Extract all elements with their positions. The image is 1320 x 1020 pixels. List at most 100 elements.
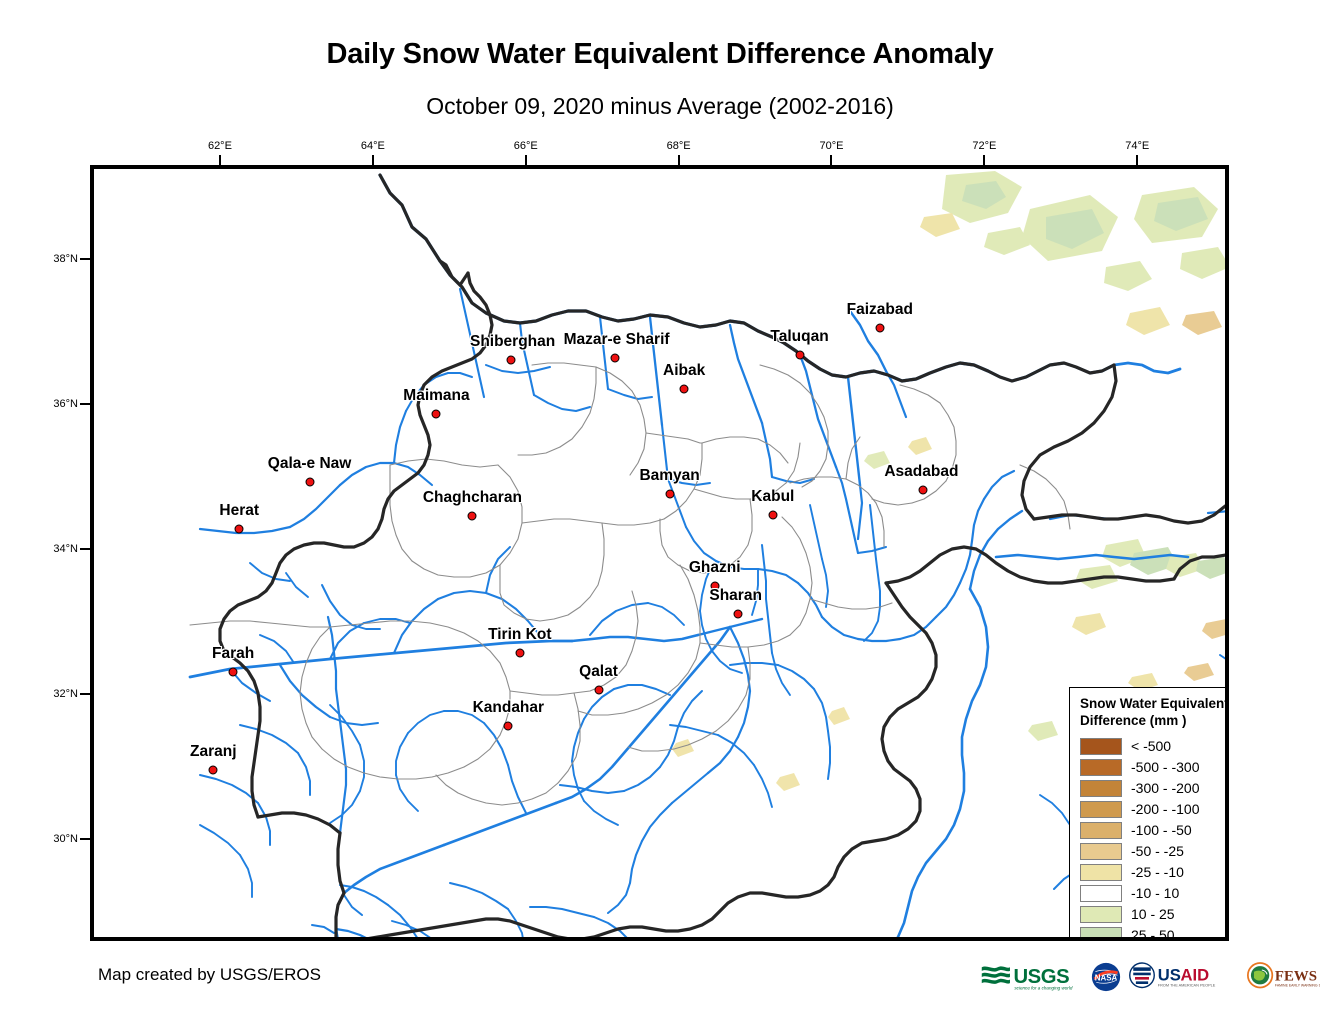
city-label: Tirin Kot — [488, 626, 552, 644]
legend-color-swatch — [1080, 821, 1122, 839]
city-marker[interactable] — [594, 685, 604, 695]
longitude-tick-mark — [1136, 155, 1139, 165]
city-label: Asadabad — [884, 463, 959, 481]
latitude-tick-label: 36°N — [53, 398, 78, 411]
city-label: Faizabad — [846, 300, 913, 318]
latitude-tick-mark — [80, 548, 90, 551]
latitude-tick-mark — [80, 403, 90, 406]
legend-class-list: < -500 -500 - -300 -300 - -200 -200 - -100 -… — [1080, 736, 1225, 941]
agency-logos: USGS science for a changing world NASA U… — [980, 960, 1320, 994]
longitude-tick-label: 72°E — [972, 140, 997, 152]
city-label: Sharan — [709, 586, 762, 604]
legend-color-swatch — [1080, 842, 1122, 860]
city-label: Maimana — [403, 387, 470, 405]
legend-class-row[interactable]: -300 - -200 — [1080, 778, 1225, 799]
legend-class-row[interactable]: -50 - -25 — [1080, 841, 1225, 862]
city-label: Qalat — [579, 663, 618, 681]
city-marker[interactable] — [768, 510, 778, 520]
nasa-logo: NASA — [1091, 962, 1121, 992]
city-marker[interactable] — [305, 477, 315, 487]
legend-class-row[interactable]: 25 - 50 — [1080, 925, 1225, 941]
fewsnet-logo: FEWS N FAMINE EARLY WARNING SYSTEMS NETW… — [1247, 962, 1320, 989]
map-legend[interactable]: Snow Water Equivalent Difference (mm ) <… — [1069, 687, 1229, 941]
page-title: Daily Snow Water Equivalent Difference A… — [326, 38, 994, 70]
city-marker[interactable] — [679, 384, 689, 394]
legend-class-row[interactable]: -10 - 10 — [1080, 883, 1225, 904]
svg-text:science for a changing world: science for a changing world — [1014, 985, 1072, 990]
latitude-tick-label: 32°N — [53, 688, 78, 701]
svg-text:FEWS N: FEWS N — [1275, 968, 1320, 984]
legend-color-swatch — [1080, 758, 1122, 776]
city-marker[interactable] — [515, 648, 525, 658]
city-marker[interactable] — [431, 409, 441, 419]
national-borders-layer — [218, 173, 1225, 937]
city-label: Kandahar — [472, 698, 545, 716]
latitude-tick-label: 34°N — [53, 543, 78, 556]
city-label: Kabul — [751, 487, 795, 505]
longitude-tick-mark — [983, 155, 986, 165]
svg-text:NASA: NASA — [1095, 974, 1118, 983]
city-marker[interactable] — [875, 323, 885, 333]
legend-class-label: < -500 — [1131, 738, 1172, 755]
legend-class-row[interactable]: -200 - -100 — [1080, 799, 1225, 820]
legend-class-label: -100 - -50 — [1131, 822, 1192, 839]
latitude-tick-label: 30°N — [53, 833, 78, 846]
city-label: Mazar-e Sharif — [563, 330, 670, 348]
city-marker[interactable] — [234, 524, 244, 534]
city-label: Taluqan — [770, 328, 829, 346]
longitude-tick-mark — [524, 155, 527, 165]
longitude-tick-label: 62°E — [207, 140, 232, 152]
usaid-logo: US AID FROM THE AMERICAN PEOPLE — [1129, 962, 1216, 989]
city-label: Shiberghan — [469, 332, 556, 350]
longitude-tick-mark — [677, 155, 680, 165]
city-label: Qala-e Naw — [267, 454, 352, 472]
city-marker[interactable] — [710, 581, 720, 591]
city-marker[interactable] — [610, 353, 620, 363]
city-marker[interactable] — [795, 350, 805, 360]
latitude-tick-mark — [80, 258, 90, 261]
legend-color-swatch — [1080, 863, 1122, 881]
city-marker[interactable] — [506, 355, 516, 365]
svg-text:USGS: USGS — [1013, 966, 1069, 988]
legend-class-label: -500 - -300 — [1131, 759, 1200, 776]
latitude-tick-label: 38°N — [53, 253, 78, 266]
latitude-tick-mark — [80, 838, 90, 841]
legend-title: Snow Water Equivalent Difference (mm ) — [1080, 696, 1229, 728]
svg-text:FAMINE EARLY WARNING SYSTEMS N: FAMINE EARLY WARNING SYSTEMS NETWORK — [1275, 984, 1320, 988]
svg-text:AID: AID — [1181, 966, 1210, 985]
latitude-tick-mark — [80, 693, 90, 696]
longitude-tick-label: 68°E — [666, 140, 691, 152]
city-label: Zaranj — [189, 743, 237, 761]
legend-color-swatch — [1080, 779, 1122, 797]
city-label: Aibak — [663, 362, 706, 380]
legend-class-row[interactable]: -100 - -50 — [1080, 820, 1225, 841]
legend-class-label: -25 - -10 — [1131, 864, 1184, 881]
city-marker[interactable] — [665, 489, 675, 499]
city-marker[interactable] — [503, 721, 513, 731]
legend-class-row[interactable]: -500 - -300 — [1080, 757, 1225, 778]
city-label: Bamyan — [639, 466, 700, 484]
city-marker[interactable] — [918, 485, 928, 495]
city-marker[interactable] — [228, 667, 238, 677]
map-graphics — [188, 171, 1225, 937]
longitude-tick-mark — [371, 155, 374, 165]
legend-color-swatch — [1080, 926, 1122, 937]
province-boundaries-layer — [189, 362, 1071, 806]
legend-class-row[interactable]: < -500 — [1080, 736, 1225, 757]
legend-class-row[interactable]: 10 - 25 — [1080, 904, 1225, 925]
city-label: Farah — [212, 644, 255, 662]
longitude-tick-label: 64°E — [360, 140, 385, 152]
map-canvas[interactable]: Faizabad Shiberghan Mazar-e Sharif Taluqan A… — [90, 165, 1229, 941]
anomaly-raster-layer — [672, 171, 1225, 827]
legend-color-swatch — [1080, 884, 1122, 902]
city-marker[interactable] — [208, 765, 218, 775]
legend-class-label: -200 - -100 — [1131, 801, 1200, 818]
city-marker[interactable] — [733, 609, 743, 619]
city-marker[interactable] — [467, 511, 477, 521]
legend-class-row[interactable]: -25 - -10 — [1080, 862, 1225, 883]
legend-class-label: 25 - 50 — [1131, 927, 1175, 941]
longitude-tick-label: 74°E — [1125, 140, 1150, 152]
page-subtitle: October 09, 2020 minus Average (2002-201… — [426, 93, 894, 119]
legend-class-label: 10 - 25 — [1131, 906, 1175, 923]
